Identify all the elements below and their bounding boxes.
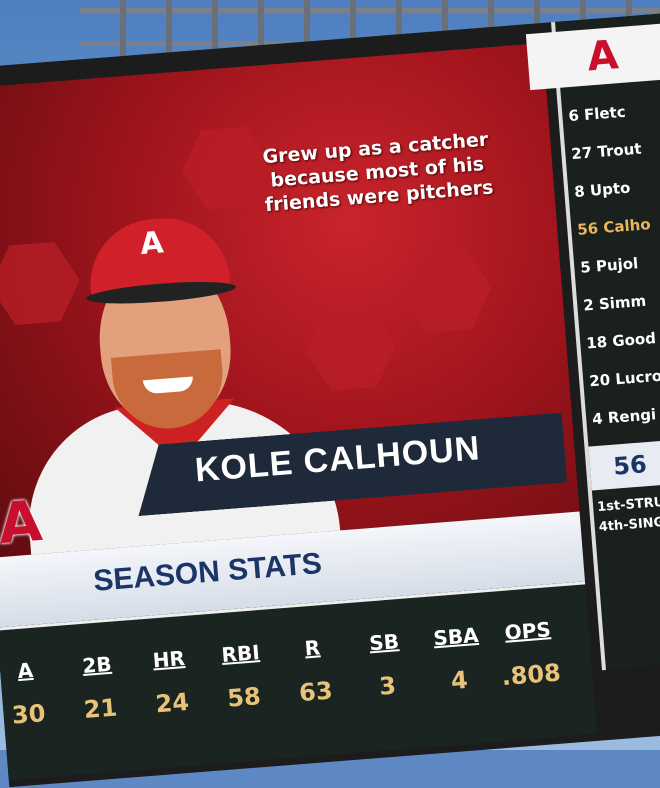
stat-column: R 63 — [274, 603, 352, 708]
stat-value: 3 — [378, 671, 398, 701]
stat-label: RBI — [220, 640, 261, 668]
stat-value: 4 — [449, 665, 469, 696]
cap-logo: A — [138, 225, 165, 263]
scoreboard: Grew up as a catcher because most of his… — [0, 12, 660, 788]
angels-logo: A — [525, 22, 660, 91]
stat-value: 63 — [298, 676, 334, 708]
stat-column: SB 3 — [346, 598, 424, 703]
hex-decoration — [399, 248, 495, 335]
angels-logo: A — [0, 488, 45, 558]
stat-label: A — [16, 657, 34, 684]
stat-label: R — [303, 635, 321, 661]
stat-label: SBA — [432, 622, 480, 651]
stat-label: 2B — [81, 651, 113, 678]
stat-column: OPS .808 — [490, 586, 568, 691]
stat-column: A 30 — [0, 626, 65, 731]
stat-column: SBA 4 — [418, 592, 496, 697]
stat-value: 24 — [154, 687, 191, 719]
stat-value: 58 — [226, 682, 262, 713]
stat-value: 21 — [82, 693, 119, 725]
stat-label: SB — [368, 629, 400, 656]
stat-value: .808 — [500, 658, 562, 692]
stat-value: 30 — [10, 699, 47, 730]
current-batter-number: 56 — [588, 437, 660, 491]
stat-label: HR — [151, 646, 186, 673]
stat-label: OPS — [503, 617, 552, 645]
stat-column: 2B 21 — [59, 620, 137, 725]
stat-column: RBI 58 — [202, 609, 280, 714]
stat-column: HR 24 — [131, 615, 209, 720]
